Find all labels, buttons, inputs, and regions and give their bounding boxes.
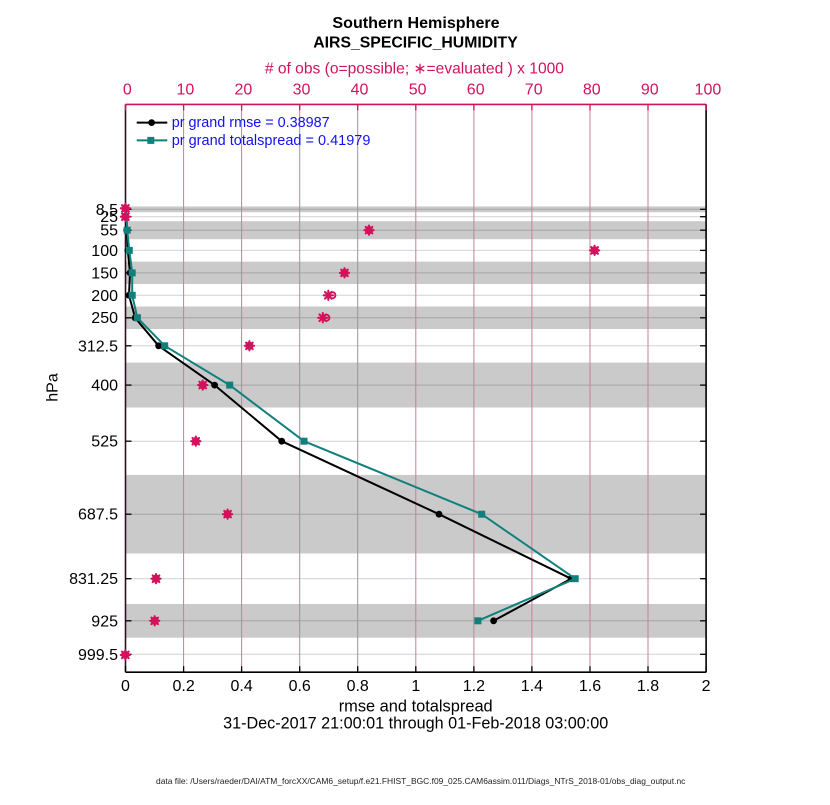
svg-text:999.5: 999.5: [78, 647, 118, 664]
svg-text:831.25: 831.25: [69, 571, 118, 588]
svg-text:0: 0: [123, 82, 132, 99]
svg-text:hPa: hPa: [45, 373, 62, 402]
svg-text:8.5: 8.5: [96, 202, 118, 219]
svg-text:100: 100: [695, 82, 722, 99]
svg-text:312.5: 312.5: [78, 338, 118, 355]
svg-text:1.4: 1.4: [521, 678, 543, 695]
svg-text:AIRS_SPECIFIC_HUMIDITY: AIRS_SPECIFIC_HUMIDITY: [313, 35, 518, 52]
svg-text:90: 90: [641, 82, 659, 99]
svg-text:250: 250: [91, 310, 118, 327]
svg-text:10: 10: [177, 82, 195, 99]
svg-text:20: 20: [235, 82, 253, 99]
svg-text:0.2: 0.2: [172, 678, 194, 695]
svg-text:687.5: 687.5: [78, 507, 118, 524]
svg-text:1.8: 1.8: [637, 678, 659, 695]
svg-text:55: 55: [100, 223, 118, 240]
svg-text:400: 400: [91, 378, 118, 395]
svg-text:rmse and totalspread: rmse and totalspread: [339, 697, 493, 715]
svg-text:Southern Hemisphere: Southern Hemisphere: [332, 14, 499, 32]
svg-text:pr grand rmse = 0.38987: pr grand rmse = 0.38987: [172, 115, 330, 131]
svg-text:0: 0: [121, 678, 130, 695]
svg-text:0.6: 0.6: [289, 678, 311, 695]
svg-text:150: 150: [91, 265, 118, 282]
svg-text:1.6: 1.6: [579, 678, 601, 695]
svg-text:80: 80: [583, 82, 601, 99]
svg-text:70: 70: [525, 82, 543, 99]
svg-text:data file: /Users/raeder/DAI/A: data file: /Users/raeder/DAI/ATM_forcXX/…: [156, 776, 685, 786]
svg-text:100: 100: [91, 243, 118, 260]
svg-text:30: 30: [293, 82, 311, 99]
svg-text:0.4: 0.4: [230, 678, 252, 695]
svg-text:1.2: 1.2: [463, 678, 485, 695]
svg-text:925: 925: [91, 613, 118, 630]
svg-text:200: 200: [91, 288, 118, 305]
svg-text:0.8: 0.8: [347, 678, 369, 695]
svg-text:# of obs (o=possible; ∗=evalua: # of obs (o=possible; ∗=evaluated ) x 10…: [265, 61, 564, 78]
svg-text:31-Dec-2017 21:00:01 through 0: 31-Dec-2017 21:00:01 through 01-Feb-2018…: [223, 715, 608, 733]
svg-text:525: 525: [91, 434, 118, 451]
svg-text:40: 40: [351, 82, 369, 99]
svg-text:25: 25: [100, 209, 118, 226]
svg-text:1: 1: [411, 678, 420, 695]
svg-text:50: 50: [409, 82, 427, 99]
svg-text:2: 2: [702, 678, 711, 695]
svg-text:pr grand totalspread = 0.41979: pr grand totalspread = 0.41979: [172, 133, 371, 149]
svg-text:60: 60: [467, 82, 485, 99]
